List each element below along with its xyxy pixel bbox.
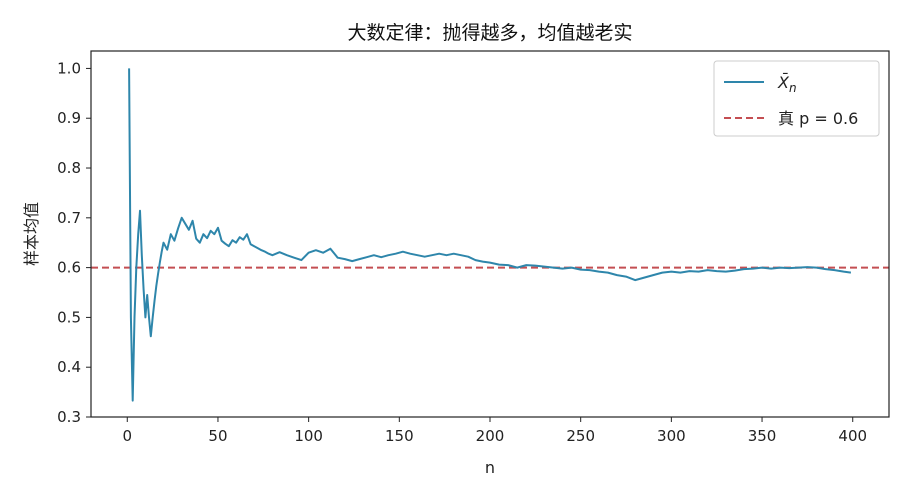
legend-subscript-n: n xyxy=(789,81,797,95)
y-tick-label: 0.8 xyxy=(57,159,81,177)
y-tick-label: 0.9 xyxy=(57,109,81,127)
legend: X̄n 真 p = 0.6 xyxy=(713,60,880,137)
x-tick-label: 300 xyxy=(657,427,686,445)
x-tick-label: 150 xyxy=(385,427,414,445)
y-tick-label: 0.5 xyxy=(57,308,81,326)
y-axis-title: 样本均值 xyxy=(22,202,41,266)
y-tick-label: 0.7 xyxy=(57,209,81,227)
plot-area xyxy=(91,68,889,402)
x-axis: 0 50 100 150 200 250 300 350 400 xyxy=(122,417,867,445)
legend-xbar: X̄ xyxy=(777,73,790,92)
x-tick-label: 250 xyxy=(566,427,595,445)
x-tick-label: 100 xyxy=(294,427,323,445)
sample-mean-line xyxy=(128,68,852,402)
y-tick-label: 1.0 xyxy=(57,59,81,77)
x-tick-label: 0 xyxy=(122,427,132,445)
y-tick-label: 0.4 xyxy=(57,358,81,376)
x-tick-label: 400 xyxy=(838,427,867,445)
x-tick-label: 200 xyxy=(476,427,505,445)
x-axis-title: n xyxy=(485,458,495,477)
legend-label-sample-mean: X̄n xyxy=(777,73,797,95)
x-tick-label: 50 xyxy=(208,427,227,445)
y-axis: 0.3 0.4 0.5 0.6 0.7 0.8 0.9 1.0 xyxy=(57,59,91,426)
legend-label-true-p: 真 p = 0.6 xyxy=(778,109,858,128)
x-tick-label: 350 xyxy=(748,427,777,445)
y-tick-label: 0.6 xyxy=(57,259,81,277)
chart-title: 大数定律：抛得越多，均值越老实 xyxy=(347,22,632,44)
y-tick-label: 0.3 xyxy=(57,408,81,426)
legend-box xyxy=(713,60,880,137)
